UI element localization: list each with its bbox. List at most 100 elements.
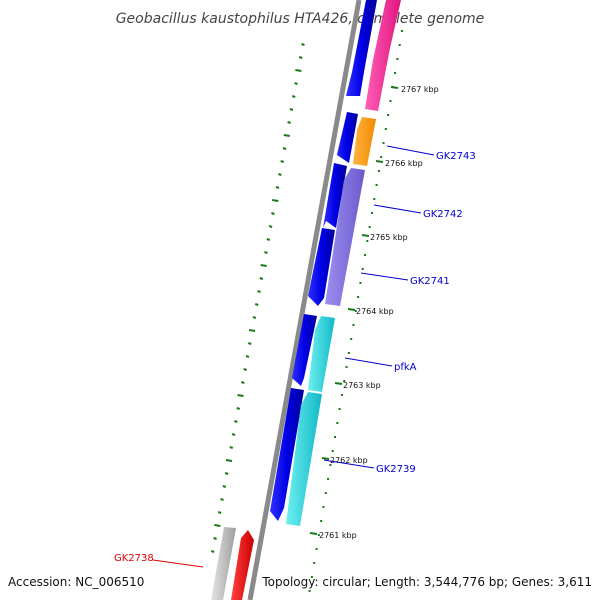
gc-tick [236,407,241,410]
gene-label-leader [323,459,375,469]
outer-dot [331,450,334,452]
outer-dot [347,352,350,354]
gc-tick [301,43,305,46]
cds-feature [325,168,365,306]
gc-tick [241,381,245,384]
gc-tick [272,199,279,202]
outer-dot [350,338,353,340]
scale-ticks [309,86,399,535]
gc-tick [278,173,282,176]
scale-tick [347,308,356,311]
gc-tick [268,225,273,228]
gene-labels: GK2743 GK2742 GK2741 pfkA GK2739 GK2738 [114,151,476,564]
gc-tick [266,238,271,241]
gene-label-leader [373,204,422,214]
outer-dot [340,394,343,396]
scale-tick [334,382,343,385]
cds-feature [365,0,401,111]
scale-label: 2766 kbp [385,159,423,168]
outer-dot [317,534,320,536]
scale-label: 2762 kbp [330,456,368,465]
gc-tick [252,316,257,319]
genome-backbone [247,0,362,600]
gc-tick [291,95,296,98]
gc-tick [225,459,233,462]
gc-tick [234,420,238,423]
gene-label-gk2741[interactable]: GK2741 [410,276,450,287]
gc-tick [237,394,244,397]
scale-tick [361,234,370,237]
outer-dot [375,184,378,186]
gene-label-gk2739[interactable]: GK2739 [376,464,416,475]
scale-labels: 2767 kbp 2766 kbp 2765 kbp 2764 kbp 2763… [319,85,439,540]
outer-dot [368,226,371,228]
gc-tick [289,108,294,111]
cds-feature [346,0,377,96]
genome-summary-text: Topology: circular; Length: 3,544,776 bp… [261,575,592,589]
gc-tick [280,160,284,163]
gc-tick [214,524,221,527]
gc-tick [222,485,227,488]
outer-dot [308,590,311,592]
outer-dot [327,478,330,480]
gc-tick [254,303,259,306]
scale-label: 2761 kbp [319,531,357,540]
gc-tick [248,329,256,332]
outer-dot [366,240,369,242]
gc-tick [220,498,224,501]
gene-label-pfka[interactable]: pfkA [394,362,417,373]
outer-dot [361,268,364,270]
cds-feature [335,112,358,163]
outer-dot [345,366,348,368]
gc-tick [259,277,264,280]
cds-feature [286,392,322,526]
gc-content-track [210,43,305,553]
outer-dot [359,282,362,284]
scale-label: 2765 kbp [370,233,408,242]
outer-dot [329,464,332,466]
gc-tick [271,212,275,215]
cds-feature [270,388,304,521]
scale-tick [309,532,318,535]
scale-tick [321,457,330,460]
outer-dot [387,114,390,116]
outer-dot [382,142,385,144]
outer-dot [394,72,397,74]
gc-tick [294,82,298,85]
scale-tick [375,160,384,163]
gc-tick [298,56,303,59]
gene-label-leader [152,559,204,568]
outer-dot [357,296,360,298]
outer-dot [384,128,387,130]
outer-dot [380,156,383,158]
gene-label-gk2738[interactable]: GK2738 [114,553,154,564]
gene-label-leader [386,145,435,156]
gc-tick [257,290,261,293]
gene-label-gk2743[interactable]: GK2743 [436,151,476,162]
outer-dot [396,58,399,60]
reverse-strand-track [286,0,401,526]
gene-label-leader [344,357,393,367]
gene-label-leader [360,272,409,281]
gc-tick [287,121,291,124]
gc-tick [217,511,222,514]
outer-dot [324,492,327,494]
scale-tick [390,86,399,89]
outer-dot [320,520,323,522]
outer-dot [315,548,318,550]
gc-tick [260,264,267,267]
outer-dot [401,30,403,32]
gc-tick [243,368,247,371]
outer-dot [334,436,337,438]
gc-tick [210,550,215,553]
gene-label-leaders [152,145,435,568]
outer-dot [364,254,367,256]
gc-tick [264,251,268,254]
outer-dot [373,198,376,200]
outer-dot [389,100,392,102]
gc-tick [224,472,229,475]
gc-tick [245,355,250,358]
outer-dot [338,408,341,410]
gene-label-gk2742[interactable]: GK2742 [423,209,463,220]
